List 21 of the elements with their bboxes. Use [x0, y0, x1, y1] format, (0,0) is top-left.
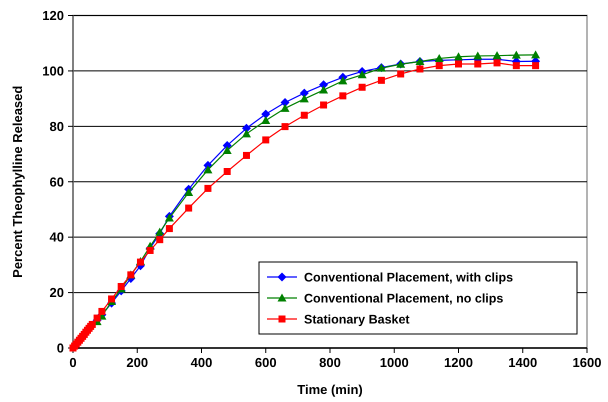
x-tick-label: 800 [319, 355, 341, 370]
x-tick-label: 1200 [444, 355, 473, 370]
y-tick-label: 40 [50, 230, 64, 245]
y-tick-label: 60 [50, 174, 64, 190]
y-tick-label: 120 [42, 8, 64, 24]
y-tick-label: 20 [50, 285, 64, 300]
y-tick-label: 80 [50, 118, 64, 134]
legend-label: Conventional Placement, with clips [304, 270, 514, 284]
x-tick-label: 400 [190, 355, 212, 370]
y-tick-label: 100 [42, 63, 64, 78]
x-tick-label: 1600 [572, 355, 602, 370]
x-tick-label: 600 [254, 355, 277, 370]
x-tick-label: 200 [126, 355, 148, 370]
y-tick-label: 0 [56, 340, 64, 356]
legend-label: Stationary Basket [304, 312, 410, 326]
x-tick-label: 1000 [380, 355, 409, 370]
legend-label: Conventional Placement, no clips [304, 291, 504, 306]
x-axis-title: Time (min) [297, 382, 363, 397]
x-tick-label: 0 [69, 355, 77, 370]
y-axis-title: Percent Theophylline Released [10, 86, 25, 278]
x-tick-label: 1400 [508, 355, 538, 370]
